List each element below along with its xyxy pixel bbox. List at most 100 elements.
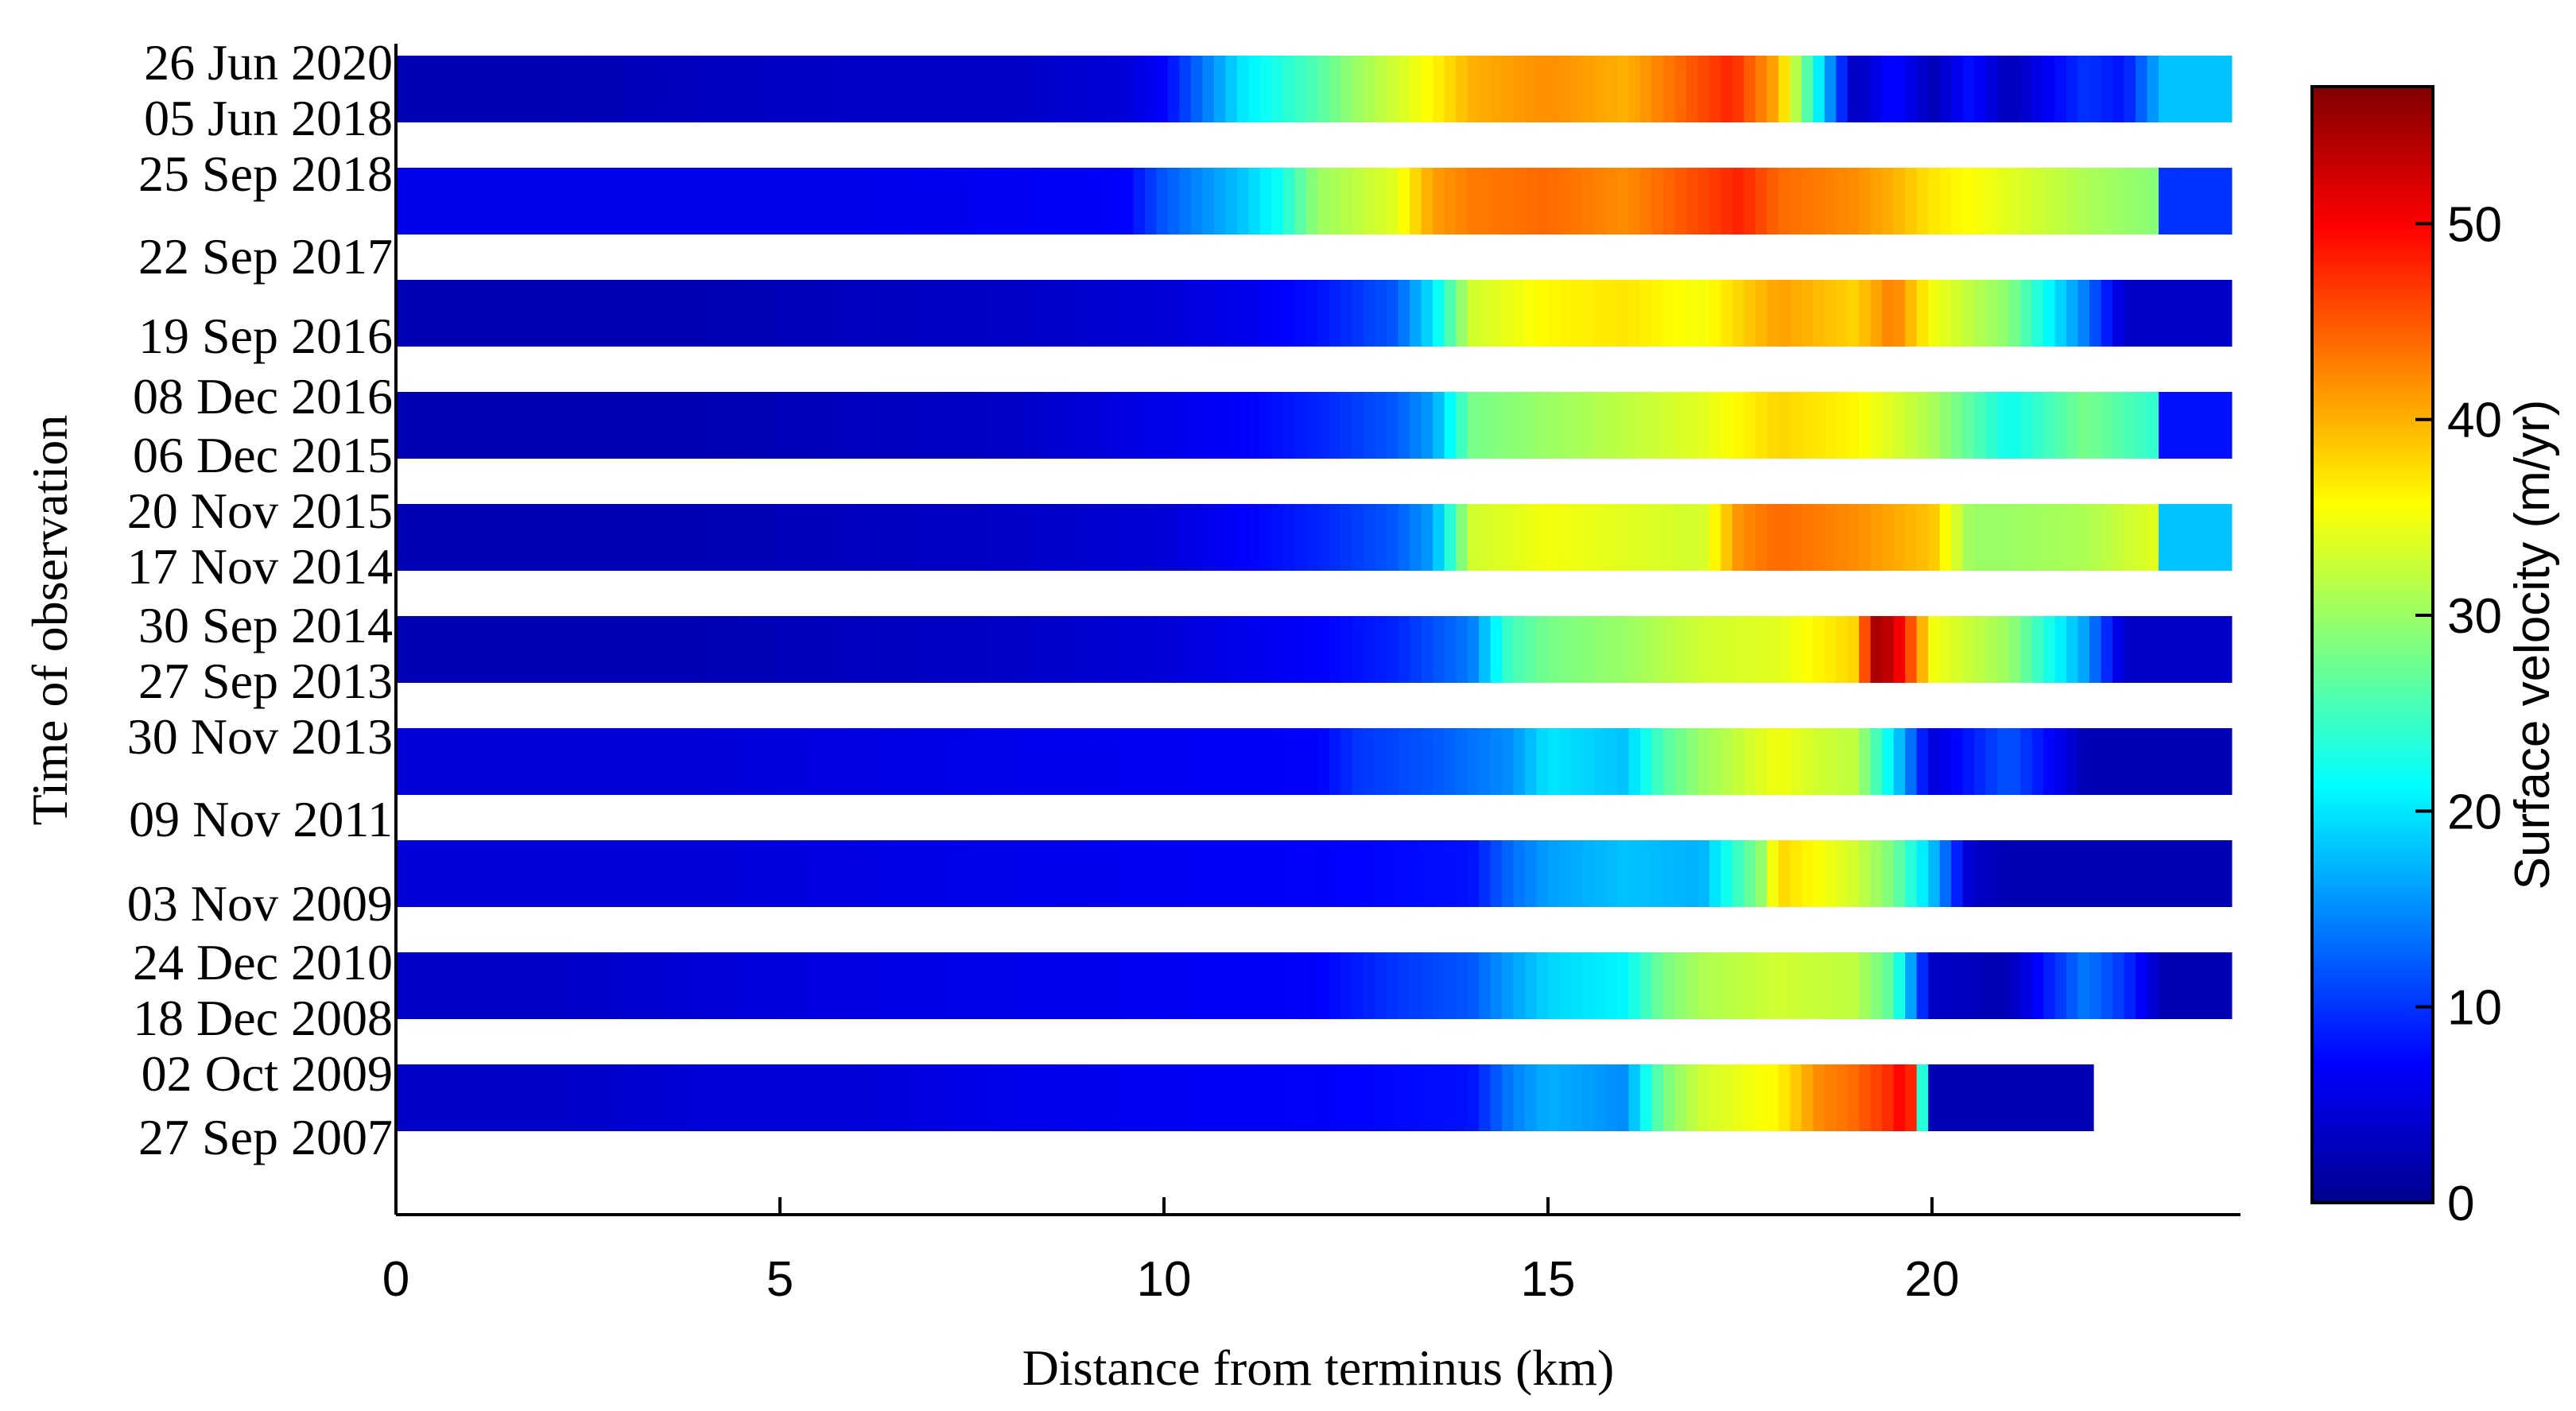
- velocity-cell: [615, 56, 627, 122]
- velocity-cell: [1939, 392, 1952, 459]
- velocity-cell: [1767, 616, 1779, 683]
- velocity-cell: [1651, 952, 1664, 1019]
- velocity-cell: [442, 952, 455, 1019]
- velocity-cell: [396, 1064, 409, 1131]
- velocity-cell: [1616, 168, 1630, 235]
- velocity-cell: [2112, 952, 2125, 1019]
- velocity-cell: [1018, 280, 1030, 347]
- velocity-cell: [2089, 56, 2102, 122]
- velocity-cell: [1513, 1064, 1526, 1131]
- velocity-cell: [545, 168, 558, 235]
- x-tick-label: 10: [1137, 1252, 1192, 1307]
- velocity-cell: [2124, 728, 2136, 795]
- velocity-cell: [603, 504, 616, 571]
- velocity-cell: [545, 840, 558, 907]
- velocity-cell: [1721, 168, 1733, 235]
- velocity-cell: [1939, 840, 1952, 907]
- velocity-cell: [995, 728, 1007, 795]
- velocity-cell: [1502, 168, 1515, 235]
- velocity-cell: [1605, 56, 1618, 122]
- velocity-cell: [1110, 280, 1123, 347]
- velocity-cell: [1259, 952, 1273, 1019]
- velocity-cell: [568, 168, 581, 235]
- velocity-cell: [1236, 728, 1250, 795]
- velocity-cell: [741, 504, 754, 571]
- velocity-cell: [1064, 728, 1077, 795]
- velocity-cell: [1582, 728, 1595, 795]
- velocity-cell: [1594, 952, 1607, 1019]
- velocity-cell: [626, 56, 639, 122]
- velocity-cell: [1985, 840, 1998, 907]
- velocity-cell: [1490, 504, 1503, 571]
- velocity-cell: [649, 504, 662, 571]
- velocity-cell: [2054, 616, 2067, 683]
- velocity-cell: [1662, 392, 1676, 459]
- velocity-cell: [1732, 56, 1745, 122]
- velocity-strip: [396, 56, 2233, 122]
- velocity-cell: [1939, 280, 1952, 347]
- velocity-cell: [960, 952, 973, 1019]
- velocity-cell: [1213, 504, 1227, 571]
- velocity-cell: [1939, 616, 1952, 683]
- velocity-cell: [845, 392, 858, 459]
- velocity-cell: [983, 952, 996, 1019]
- velocity-cell: [684, 504, 696, 571]
- velocity-cell: [661, 1064, 673, 1131]
- velocity-cell: [1951, 728, 1964, 795]
- velocity-cell: [661, 56, 673, 122]
- velocity-cell: [1259, 840, 1273, 907]
- velocity-cell: [1018, 728, 1030, 795]
- velocity-cell: [1144, 280, 1158, 347]
- velocity-cell: [1721, 56, 1733, 122]
- velocity-cell: [2159, 728, 2171, 795]
- velocity-cell: [949, 504, 961, 571]
- velocity-cell: [1951, 392, 1964, 459]
- velocity-cell: [2008, 504, 2021, 571]
- velocity-cell: [499, 1064, 512, 1131]
- velocity-cell: [1928, 168, 1941, 235]
- velocity-cell: [626, 168, 639, 235]
- velocity-cell: [1248, 616, 1261, 683]
- velocity-cell: [1536, 168, 1549, 235]
- velocity-cell: [1294, 392, 1307, 459]
- velocity-cell: [1364, 168, 1376, 235]
- velocity-cell: [868, 280, 881, 347]
- velocity-cell: [2112, 168, 2125, 235]
- velocity-cell: [1352, 840, 1364, 907]
- velocity-cell: [661, 168, 673, 235]
- velocity-cell: [1985, 56, 1998, 122]
- velocity-cell: [1939, 168, 1952, 235]
- velocity-cell: [1697, 728, 1710, 795]
- velocity-cell: [1767, 952, 1779, 1019]
- velocity-cell: [603, 952, 616, 1019]
- velocity-cell: [1962, 280, 1975, 347]
- velocity-cell: [1686, 616, 1699, 683]
- velocity-cell: [2193, 616, 2206, 683]
- velocity-cell: [1030, 1064, 1042, 1131]
- velocity-cell: [1248, 280, 1261, 347]
- velocity-cell: [1456, 392, 1468, 459]
- velocity-cell: [1605, 1064, 1618, 1131]
- velocity-cell: [764, 728, 777, 795]
- velocity-cell: [1398, 728, 1410, 795]
- velocity-cell: [1248, 168, 1261, 235]
- velocity-cell: [1628, 280, 1641, 347]
- velocity-cell: [2089, 840, 2102, 907]
- velocity-cell: [845, 728, 858, 795]
- velocity-cell: [1974, 616, 1987, 683]
- velocity-cell: [1836, 952, 1849, 1019]
- velocity-cell: [1329, 1064, 1341, 1131]
- velocity-cell: [1064, 504, 1077, 571]
- velocity-cell: [1582, 616, 1595, 683]
- velocity-cell: [1882, 168, 1895, 235]
- velocity-cell: [1075, 840, 1088, 907]
- velocity-cell: [1502, 728, 1515, 795]
- velocity-cell: [1628, 728, 1641, 795]
- velocity-cell: [960, 728, 973, 795]
- velocity-cell: [2216, 392, 2229, 459]
- velocity-cell: [1387, 392, 1399, 459]
- velocity-cell: [1686, 168, 1699, 235]
- velocity-cell: [925, 616, 938, 683]
- velocity-cell: [868, 168, 881, 235]
